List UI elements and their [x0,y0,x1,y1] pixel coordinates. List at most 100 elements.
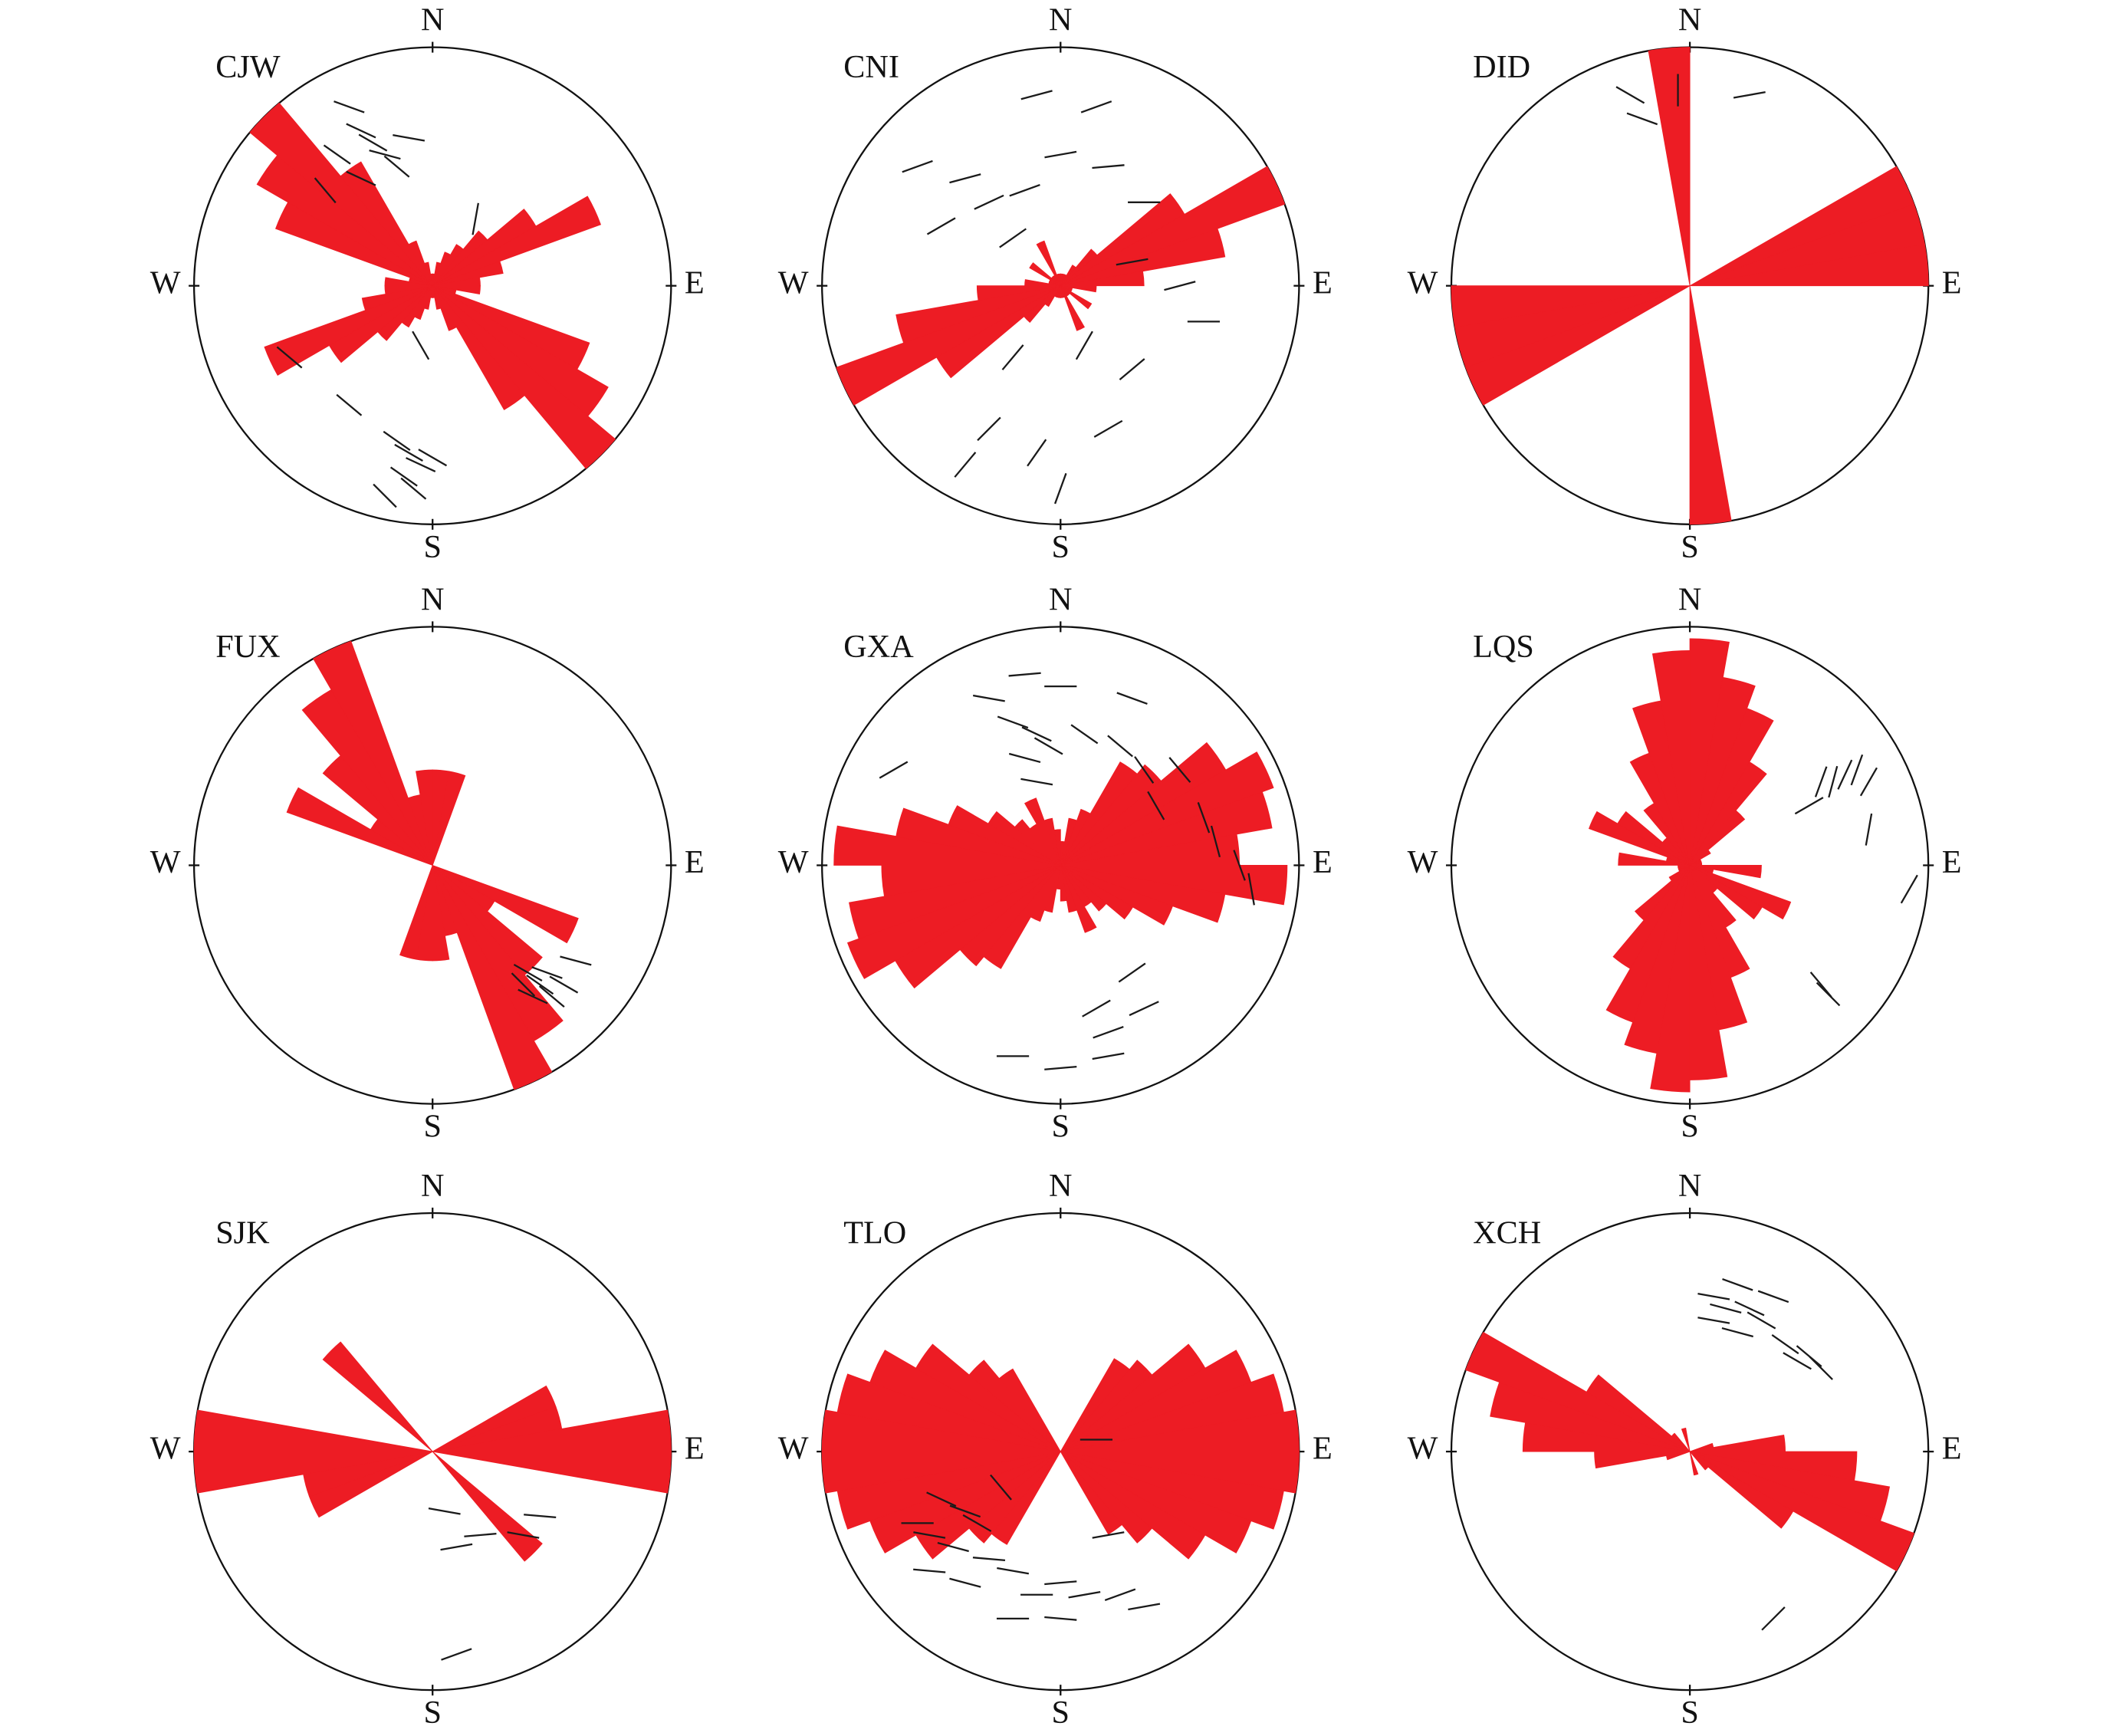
splitting-tick [1771,1334,1799,1355]
splitting-tick [1865,813,1873,846]
rose-petal [1612,865,1691,969]
splitting-tick [962,1514,992,1532]
splitting-tick [369,150,401,160]
splitting-tick [507,1531,540,1539]
compass-label: E [1942,844,1962,880]
compass-label: N [1678,2,1701,38]
splitting-tick [1247,873,1255,906]
rose-petal [432,285,525,410]
splitting-tick [1721,1327,1753,1338]
compass-label: S [1681,1109,1698,1145]
rose-petal [1586,1374,1691,1452]
splitting-tick [531,966,563,979]
rose-petal [1594,1451,1691,1469]
rose-petal [1060,865,1107,912]
splitting-tick [1116,692,1148,705]
splitting-tick [393,134,426,142]
splitting-tick [358,133,388,152]
rose-petal [1024,797,1061,866]
rose-petal [432,771,466,866]
station-title: FUX [215,629,280,665]
compass-label: E [1942,1431,1962,1467]
compass-label: S [423,529,441,565]
splitting-tick [1850,754,1864,786]
rose-petal [424,261,433,286]
splitting-tick [1075,330,1093,360]
splitting-tick [1116,258,1149,266]
splitting-tick [406,457,436,472]
splitting-tick [511,972,536,997]
splitting-tick [314,177,337,204]
rose-petal [432,865,450,962]
compass-label: N [1678,581,1701,617]
station-title: GXA [843,629,914,665]
splitting-tick [1210,825,1221,858]
rose-petal [1690,1434,1786,1452]
splitting-tick [1626,112,1658,126]
splitting-tick [524,1514,557,1519]
rose-petal [1060,1451,1284,1530]
compass-label: S [1681,529,1698,565]
rose-petal [846,865,1061,979]
rose-petal [193,1409,433,1452]
rose-petal [895,807,1061,866]
rose-petal [836,1373,1061,1452]
rose-petal [432,285,442,310]
splitting-tick [400,477,427,500]
rose-petal [1060,228,1226,287]
splitting-tick [954,452,977,478]
rose-petal [1689,676,1756,866]
rose-petal [1058,273,1061,286]
splitting-tick [428,1507,461,1515]
compass-label: E [685,844,705,880]
splitting-tick [1794,797,1824,815]
rose-petal [1451,285,1691,328]
compass-label: N [1049,2,1072,38]
compass-label: N [421,581,444,617]
station-title: DID [1473,49,1530,85]
splitting-tick [1008,752,1041,764]
splitting-tick [1020,90,1053,100]
compass-label: S [423,1695,441,1731]
rose-petal [1029,262,1061,287]
splitting-tick [1129,1001,1159,1017]
splitting-tick [346,123,376,139]
rose-petal [399,865,433,960]
splitting-tick [1008,672,1041,677]
rose-petal [432,285,616,469]
rose-petal [1605,865,1691,1023]
rose-petal [432,865,553,1090]
splitting-tick [1734,1300,1765,1317]
compass-label: S [1681,1695,1698,1731]
rose-petal [1060,865,1067,902]
splitting-tick [997,715,1029,729]
compass-label: W [1408,1431,1438,1467]
station-title: TLO [843,1215,906,1251]
rose-petal [849,865,1061,939]
rose-petal [915,1343,1061,1452]
splitting-tick [334,100,365,113]
compass-label: W [150,844,181,880]
compass-label: E [1942,265,1962,301]
rose-petal [408,240,433,286]
splitting-tick [418,449,448,467]
rose-petal [1681,1427,1691,1452]
splitting-tick [1093,419,1123,438]
splitting-tick [1092,1531,1125,1539]
splitting-tick [974,194,1004,210]
rose-petal [1060,1451,1252,1554]
rose-petal [1624,865,1691,1054]
splitting-tick [549,975,579,994]
rose-petal [1689,761,1767,866]
compass-label: N [421,2,444,38]
rose-petal [976,285,1061,301]
rose-petal [1634,865,1691,921]
splitting-tick [1710,1303,1742,1314]
compass-label: S [1052,1109,1070,1145]
splitting-tick [949,173,981,184]
splitting-tick [1033,737,1063,755]
rose-petal [998,1368,1061,1452]
rose-petal [948,805,1061,866]
